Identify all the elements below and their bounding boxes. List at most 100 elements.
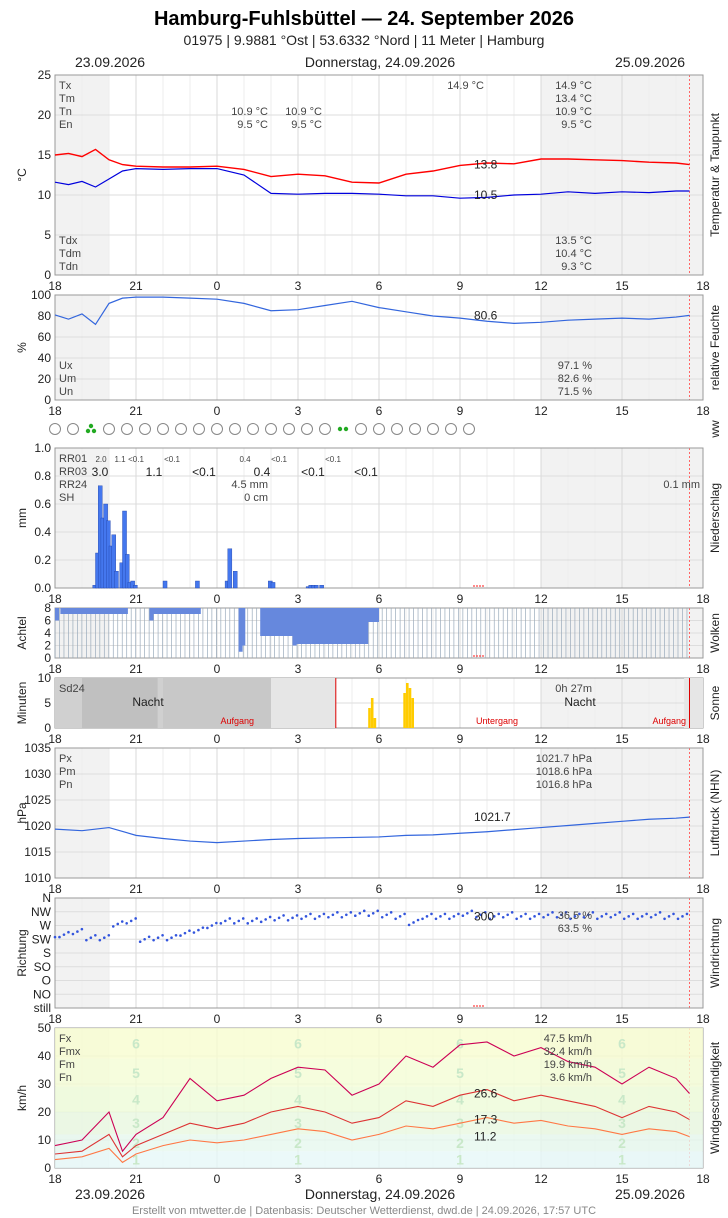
wind-direction-point	[528, 917, 532, 921]
precip-bar	[124, 554, 130, 589]
wind_direction-panel: stillNOOSOSSWWNWN1821036912151821036Rich…	[15, 891, 722, 1026]
humidity-xtick-label: 18	[48, 404, 62, 418]
precip-rr03-label: 0.4	[254, 465, 271, 479]
temperature-line	[54, 148, 690, 184]
temperature-ytick-label: 25	[38, 68, 52, 82]
wind-direction-point	[228, 917, 232, 920]
beaufort-label: 1	[456, 1152, 464, 1168]
cloud-low-bar	[55, 608, 59, 621]
date-right-top: 25.09.2026	[615, 54, 685, 70]
wind-direction-point	[152, 938, 155, 942]
pressure-xtick-label: 3	[295, 882, 302, 896]
date-right-bottom: 25.09.2026	[615, 1186, 685, 1202]
page-title: Hamburg-Fuhlsbüttel — 24. September 2026	[154, 8, 574, 30]
humidity-xtick-label: 3	[295, 404, 302, 418]
beaufort-label: 5	[294, 1065, 302, 1081]
wind-stat-label: Fm	[59, 1059, 75, 1071]
sunshine-xtick-label: 21	[129, 732, 143, 746]
wind_direction-ytick-label: SO	[34, 960, 51, 974]
wind-direction-point	[259, 920, 263, 924]
wind-direction-point	[510, 911, 514, 914]
temp-stat-value: 14.9 °C	[555, 80, 592, 92]
wind-direction-point	[645, 912, 648, 916]
temp-stat-label: Tn	[59, 106, 72, 118]
dew-stat-label: Tdn	[59, 261, 78, 273]
clouds-ytick-label: 0	[44, 651, 51, 665]
wind_speed-xtick-label: 21	[129, 1172, 143, 1186]
wind-direction-point	[389, 911, 393, 914]
wind-direction-point	[170, 936, 173, 940]
clouds-ylabel: Achtel	[15, 616, 29, 649]
precip-rr03-label: <0.1	[301, 465, 325, 479]
wind-direction-point	[407, 923, 411, 927]
temperature-xtick-label: 21	[129, 279, 143, 293]
wind-direction-point	[183, 931, 187, 935]
precipitation-xtick-label: 18	[48, 592, 62, 606]
wind-direction-point	[103, 936, 106, 940]
wind-direction-point	[448, 917, 451, 921]
pressure-ytick-label: 1030	[24, 767, 51, 781]
sunshine-panel: 05101821036912151821036MinutenSonneSd240…	[15, 671, 722, 746]
beaufort-label: 3	[294, 1115, 302, 1131]
wind-stat-value: 32.4 km/h	[544, 1046, 592, 1058]
precip-bar	[195, 580, 200, 589]
beaufort-label: 6	[132, 1035, 140, 1051]
humidity-ylabel: %	[15, 342, 29, 353]
cloud-low-bar	[238, 608, 243, 652]
humidity-ytick-label: 80	[38, 309, 52, 323]
temperature-ytick-label: 20	[38, 108, 52, 122]
sunshine-bar	[368, 708, 371, 728]
pressure-ytick-label: 1010	[24, 871, 51, 885]
wind-direction-point	[385, 913, 388, 917]
wind-direction-point	[80, 927, 84, 931]
pressure-line	[54, 816, 690, 844]
wind-direction-point	[322, 912, 326, 916]
temperature-xtick-label: 3	[295, 279, 302, 293]
precip-now-dot	[476, 585, 478, 587]
sunshine-bar	[408, 688, 412, 728]
wind-direction-point	[224, 919, 227, 923]
sunshine-xtick-label: 18	[696, 732, 710, 746]
wind-stat-label: Fmx	[59, 1046, 81, 1058]
wind-direction-point	[318, 915, 321, 918]
precipitation-ytick-label: 1.0	[34, 441, 51, 455]
wind_speed-title: Windgeschwindigkeit	[708, 1041, 722, 1154]
beaufort-label: 4	[618, 1091, 626, 1107]
beaufort-band	[55, 1151, 703, 1168]
precip-bar	[111, 534, 116, 589]
temperature-panel: 05101520251821036912151821036°CTemperatu…	[15, 68, 722, 293]
clouds-xtick-label: 18	[696, 662, 710, 676]
precip-bar	[319, 585, 324, 589]
wind-direction-point	[174, 933, 178, 937]
precipitation-ytick-label: 0.4	[34, 525, 51, 539]
weather-symbol-clear	[175, 423, 187, 435]
humidity-ytick-label: 20	[38, 372, 52, 386]
temperature-xtick-label: 15	[615, 279, 629, 293]
temp-stat-value: 10.9 °C	[555, 106, 592, 118]
sunshine-bar	[411, 698, 414, 728]
sunrise-label: Aufgang	[220, 716, 254, 726]
sunshine-xtick-label: 12	[534, 732, 548, 746]
wind-direction-point	[120, 920, 124, 923]
cloud-low-bar	[149, 608, 154, 621]
beaufort-label: 5	[618, 1065, 626, 1081]
precip-stat-label: SH	[59, 492, 74, 504]
dewpoint-line	[54, 167, 690, 199]
weather-symbol-clear	[301, 423, 313, 435]
wind_speed-xtick-label: 18	[696, 1172, 710, 1186]
temp-stat-label: Tx	[59, 80, 72, 92]
weather-symbol-drizzle-dot	[337, 426, 343, 432]
wind-direction-point	[345, 913, 348, 917]
wind_direction-xtick-label: 3	[295, 1012, 302, 1026]
precip-rr01-label: 0.4	[239, 455, 251, 464]
dir-stat-value: 63.5 %	[558, 923, 592, 935]
wind-direction-point	[555, 915, 559, 919]
wind-direction-point	[582, 915, 586, 919]
cloud-low-band	[149, 608, 201, 614]
sunshine-title: Sonne	[708, 685, 722, 720]
sunshine-ytick-label: 0	[44, 721, 51, 735]
wind-direction-point	[600, 915, 604, 918]
wind-direction-point	[188, 929, 191, 932]
dir-now-dot	[473, 1005, 475, 1007]
